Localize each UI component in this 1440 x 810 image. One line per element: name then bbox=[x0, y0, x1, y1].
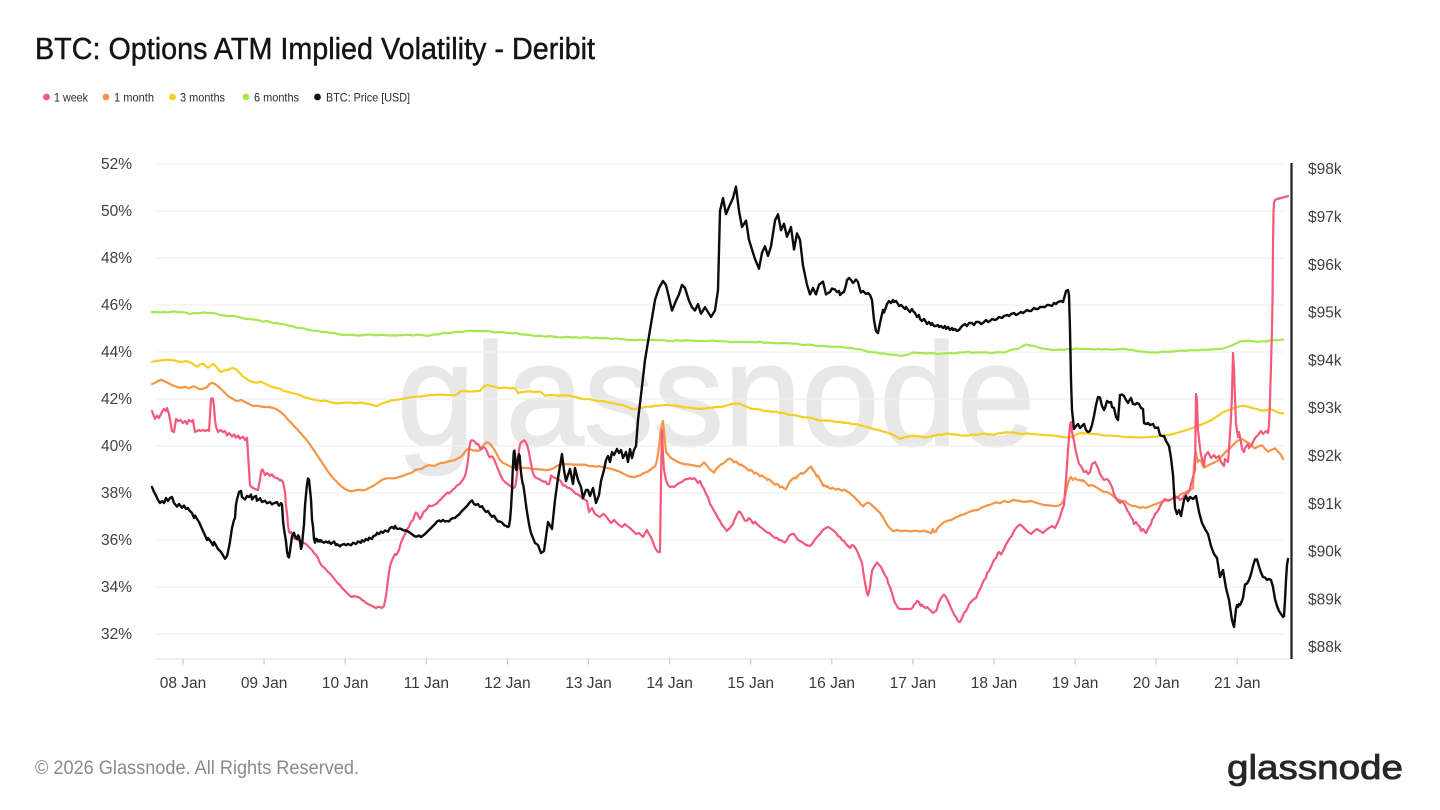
svg-text:$90k: $90k bbox=[1308, 544, 1342, 561]
svg-text:34%: 34% bbox=[101, 579, 132, 596]
svg-text:$93k: $93k bbox=[1308, 400, 1342, 417]
svg-text:1 month: 1 month bbox=[114, 91, 154, 105]
svg-text:16 Jan: 16 Jan bbox=[809, 675, 856, 692]
svg-text:50%: 50% bbox=[101, 203, 132, 220]
svg-text:$96k: $96k bbox=[1308, 257, 1342, 274]
svg-text:glassnode: glassnode bbox=[1227, 749, 1403, 787]
svg-text:$95k: $95k bbox=[1308, 305, 1342, 322]
svg-text:19 Jan: 19 Jan bbox=[1052, 675, 1099, 692]
svg-text:14 Jan: 14 Jan bbox=[646, 675, 693, 692]
svg-text:13 Jan: 13 Jan bbox=[565, 675, 612, 692]
svg-text:$91k: $91k bbox=[1308, 496, 1342, 513]
svg-text:BTC: Price [USD]: BTC: Price [USD] bbox=[326, 91, 410, 105]
svg-text:BTC: Options ATM Implied Volat: BTC: Options ATM Implied Volatility - De… bbox=[35, 31, 595, 66]
svg-text:glassnode: glassnode bbox=[397, 313, 1035, 476]
svg-text:$88k: $88k bbox=[1308, 639, 1342, 656]
svg-text:18 Jan: 18 Jan bbox=[971, 675, 1018, 692]
svg-text:11 Jan: 11 Jan bbox=[404, 675, 449, 692]
svg-text:20 Jan: 20 Jan bbox=[1133, 675, 1180, 692]
svg-text:52%: 52% bbox=[101, 156, 132, 173]
svg-text:© 2026 Glassnode. All Rights R: © 2026 Glassnode. All Rights Reserved. bbox=[35, 758, 359, 779]
svg-text:17 Jan: 17 Jan bbox=[890, 675, 937, 692]
svg-text:$97k: $97k bbox=[1308, 209, 1342, 226]
svg-text:10 Jan: 10 Jan bbox=[322, 675, 369, 692]
svg-text:36%: 36% bbox=[101, 532, 132, 549]
svg-text:15 Jan: 15 Jan bbox=[727, 675, 774, 692]
svg-text:42%: 42% bbox=[101, 391, 132, 408]
svg-text:$98k: $98k bbox=[1308, 161, 1342, 178]
svg-text:46%: 46% bbox=[101, 297, 132, 314]
svg-text:6 months: 6 months bbox=[254, 91, 299, 105]
svg-text:32%: 32% bbox=[101, 626, 132, 643]
svg-text:48%: 48% bbox=[101, 250, 132, 267]
svg-text:38%: 38% bbox=[101, 485, 132, 502]
svg-text:$92k: $92k bbox=[1308, 448, 1342, 465]
svg-text:08 Jan: 08 Jan bbox=[160, 675, 207, 692]
svg-text:21 Jan: 21 Jan bbox=[1214, 675, 1261, 692]
svg-text:12 Jan: 12 Jan bbox=[484, 675, 531, 692]
svg-text:44%: 44% bbox=[101, 344, 132, 361]
svg-text:1 week: 1 week bbox=[54, 91, 89, 105]
svg-text:3 months: 3 months bbox=[180, 91, 225, 105]
svg-text:40%: 40% bbox=[101, 438, 132, 455]
svg-text:$89k: $89k bbox=[1308, 591, 1342, 608]
svg-text:09 Jan: 09 Jan bbox=[241, 675, 288, 692]
svg-text:$94k: $94k bbox=[1308, 352, 1342, 369]
